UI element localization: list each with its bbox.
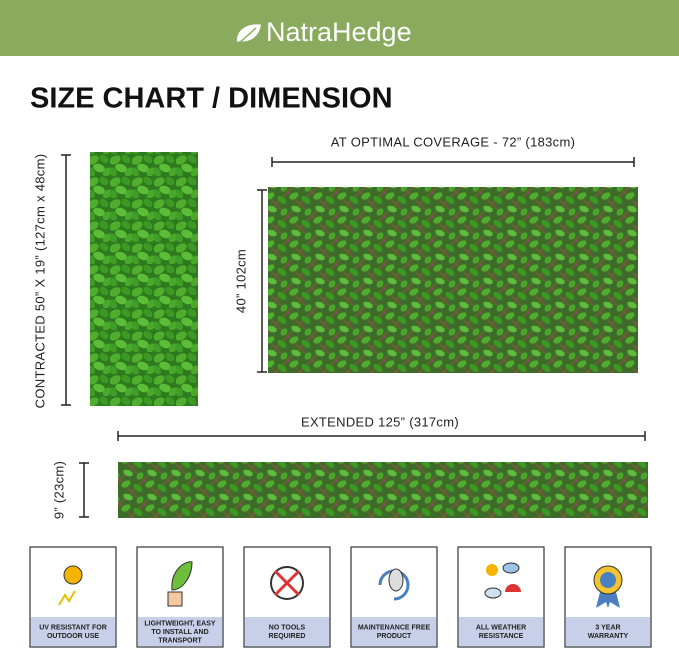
icon [486, 564, 498, 576]
hedge-optimal [268, 187, 638, 373]
feature-label: OUTDOOR USE [47, 633, 99, 640]
feature-label: RESISTANCE [479, 633, 524, 640]
feature-label: MAINTENANCE FREE [358, 625, 431, 632]
heading: SIZE CHART / DIMENSION [30, 83, 393, 115]
feature-label: WARRANTY [588, 633, 629, 640]
brand-logo [235, 22, 263, 45]
header-band [0, 0, 679, 56]
dimension-lines [61, 154, 646, 518]
feature-label: LIGHTWEIGHT, EASY [144, 620, 216, 627]
icon [596, 592, 620, 608]
icon [502, 562, 520, 574]
hedge-contracted [90, 152, 198, 406]
brand: NatraHedge [266, 17, 412, 47]
icon [167, 591, 183, 607]
feature-label: NO TOOLS [269, 625, 306, 632]
icon [484, 587, 502, 599]
icon [270, 566, 304, 600]
card-strip [244, 617, 330, 647]
icon [58, 590, 76, 606]
feature-label: ALL WEATHER [476, 625, 526, 632]
card-strip [458, 617, 544, 647]
feature-label: UV RESISTANT FOR [39, 625, 107, 632]
card-strip [30, 617, 116, 647]
card-strip [137, 617, 223, 647]
icon [388, 568, 404, 592]
height-label: 40” 102cm [233, 249, 248, 313]
feature-label: TRANSPORT [158, 637, 202, 644]
contracted-label: CONTRACTED 50” X 19” (127cm x 48cm) [32, 154, 47, 409]
extended-label: EXTENDED 125” (317cm) [301, 414, 459, 429]
feature-label: REQUIRED [269, 633, 306, 640]
icon [171, 561, 193, 591]
feature-label: TO INSTALL AND [151, 629, 208, 636]
feature-label: 3 YEAR [595, 625, 620, 632]
icon [378, 569, 410, 601]
extended-height-label: 9” (23cm) [51, 461, 66, 519]
optimal-label: AT OPTIMAL COVERAGE - 72” (183cm) [331, 134, 575, 149]
hedge-extended [118, 462, 648, 518]
card-strip [351, 617, 437, 647]
icon [505, 584, 521, 592]
card-strip [565, 617, 651, 647]
feature-label: PRODUCT [377, 633, 412, 640]
icon [273, 569, 301, 597]
icon [63, 565, 83, 585]
icon [600, 572, 616, 588]
